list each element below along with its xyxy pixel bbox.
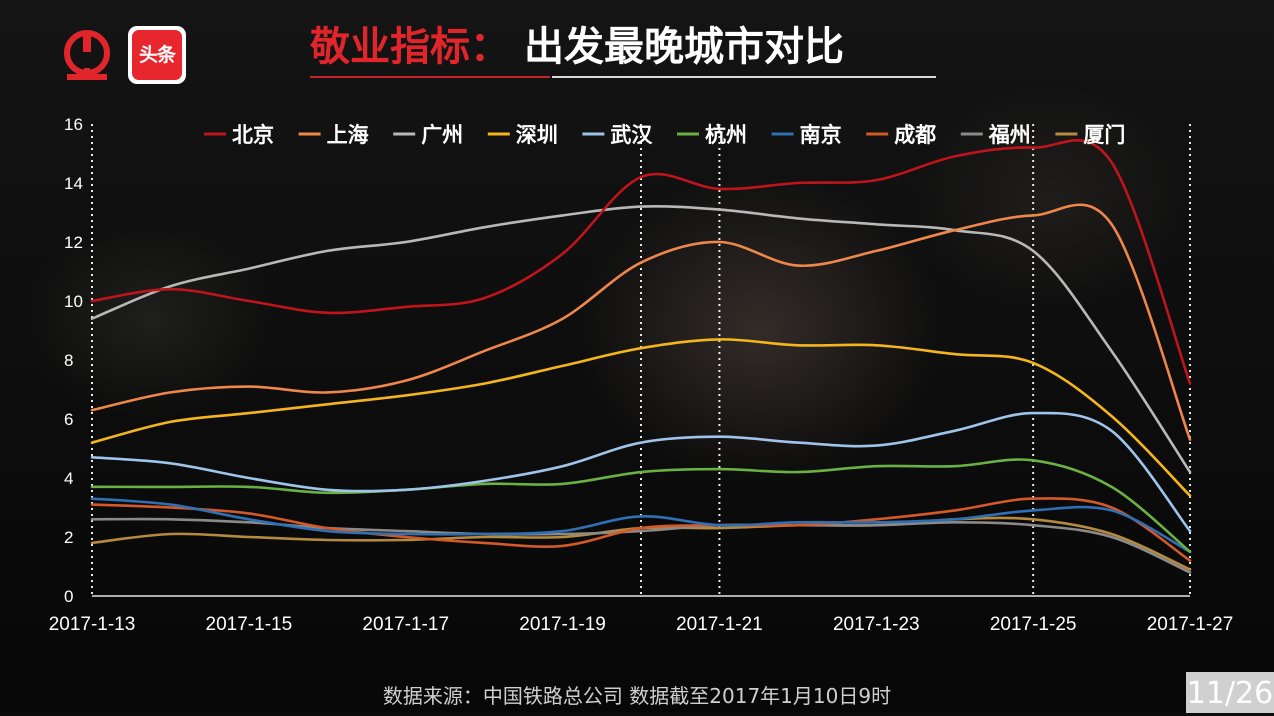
y-tick-label: 2 bbox=[64, 528, 73, 547]
legend-label-南京: 南京 bbox=[800, 123, 842, 147]
series-line-深圳 bbox=[90, 338, 1192, 497]
toutiao-logo-text: 头条 bbox=[132, 30, 182, 80]
y-tick-label: 4 bbox=[64, 469, 73, 488]
title-prefix: 敬业指标： bbox=[310, 24, 510, 70]
x-tick-label: 2017-1-17 bbox=[362, 614, 449, 635]
y-tick-label: 16 bbox=[64, 115, 83, 134]
legend-label-成都: 成都 bbox=[894, 123, 936, 147]
x-tick-label: 2017-1-23 bbox=[833, 614, 920, 635]
page-title: 敬业指标： 出发最晚城市对比 bbox=[310, 18, 844, 82]
toutiao-logo: 头条 bbox=[128, 26, 186, 84]
series-line-杭州 bbox=[90, 458, 1192, 554]
title-underline-white bbox=[552, 76, 936, 78]
legend-label-福州: 福州 bbox=[988, 123, 1031, 147]
legend-label-广州: 广州 bbox=[421, 123, 463, 147]
legend-label-杭州: 杭州 bbox=[705, 123, 747, 147]
series-line-南京 bbox=[90, 497, 1192, 554]
legend-label-厦门: 厦门 bbox=[1083, 123, 1125, 147]
series-line-成都 bbox=[90, 497, 1192, 562]
legend-label-上海: 上海 bbox=[327, 123, 369, 147]
x-tick-label: 2017-1-15 bbox=[206, 614, 293, 635]
series-line-北京 bbox=[90, 139, 1192, 385]
y-tick-label: 0 bbox=[64, 587, 73, 606]
y-tick-label: 14 bbox=[64, 174, 83, 193]
x-tick-label: 2017-1-19 bbox=[519, 614, 606, 635]
x-tick-label: 2017-1-13 bbox=[49, 614, 136, 635]
y-tick-label: 10 bbox=[64, 292, 83, 311]
y-tick-label: 12 bbox=[64, 233, 83, 252]
legend-label-武汉: 武汉 bbox=[610, 123, 653, 147]
x-tick-label: 2017-1-27 bbox=[1147, 614, 1234, 635]
series-line-武汉 bbox=[90, 411, 1192, 533]
railway-logo-icon bbox=[64, 30, 110, 80]
legend-label-北京: 北京 bbox=[232, 123, 274, 147]
series-line-广州 bbox=[90, 205, 1192, 474]
y-tick-label: 8 bbox=[64, 351, 73, 370]
page-number: 11/26 bbox=[1186, 672, 1274, 713]
data-source-note: 数据来源：中国铁路总公司 数据截至2017年1月10日9时 bbox=[382, 684, 892, 708]
y-tick-label: 6 bbox=[64, 410, 73, 429]
legend-label-深圳: 深圳 bbox=[516, 123, 558, 147]
title-main: 出发最晚城市对比 bbox=[524, 24, 844, 70]
x-tick-label: 2017-1-25 bbox=[990, 614, 1077, 635]
series-line-上海 bbox=[90, 203, 1192, 441]
x-tick-label: 2017-1-21 bbox=[676, 614, 763, 635]
title-underline-red bbox=[310, 76, 550, 78]
